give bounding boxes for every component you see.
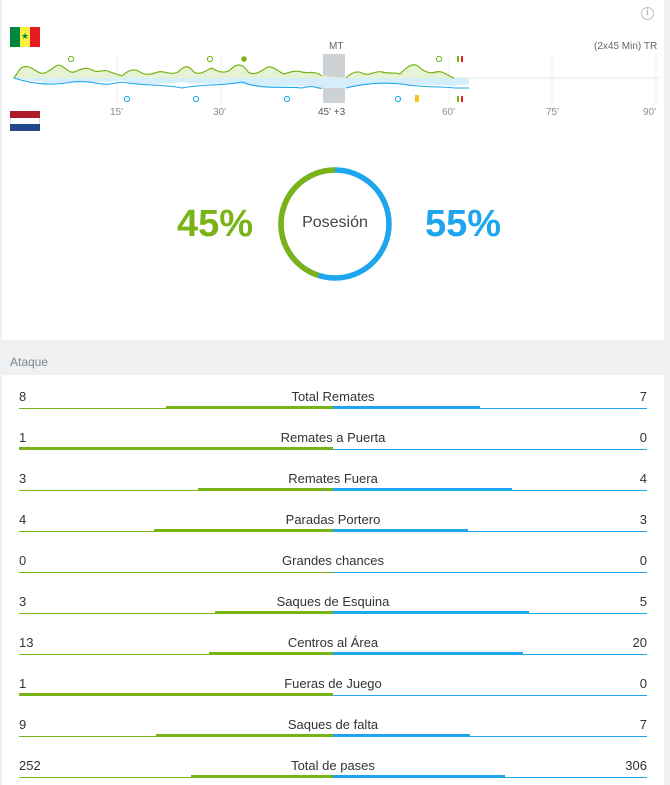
stat-away-bar bbox=[333, 529, 468, 532]
stat-home-bar bbox=[198, 488, 333, 491]
away-shot-marker bbox=[394, 95, 402, 103]
momentum-timeline bbox=[12, 54, 660, 104]
stat-row: 3 Remates Fuera 4 bbox=[2, 457, 664, 498]
stat-away-bar bbox=[333, 406, 480, 409]
home-shot-marker bbox=[206, 55, 214, 63]
stat-away-value: 7 bbox=[639, 389, 647, 404]
away-possession-value: 55% bbox=[425, 203, 502, 245]
stat-label: Remates a Puerta bbox=[280, 430, 386, 445]
senegal-flag-icon: ★ bbox=[10, 27, 40, 47]
stat-away-bar bbox=[333, 652, 523, 655]
tick-90: 90' bbox=[643, 107, 657, 118]
possession-donut-chart bbox=[278, 167, 392, 281]
stat-home-value: 0 bbox=[19, 553, 27, 568]
stat-away-value: 5 bbox=[639, 594, 647, 609]
stat-row: 1 Fueras de Juego 0 bbox=[2, 662, 664, 703]
stat-away-value: 0 bbox=[639, 430, 647, 445]
yellow-card-icon bbox=[415, 95, 419, 102]
stat-away-value: 0 bbox=[639, 553, 647, 568]
stat-row: 252 Total de pases 306 bbox=[2, 744, 664, 785]
stat-home-baseline bbox=[19, 490, 333, 491]
stat-home-bar bbox=[19, 447, 333, 450]
stat-home-bar bbox=[215, 611, 333, 614]
home-shot-marker bbox=[435, 55, 443, 63]
stat-away-value: 4 bbox=[639, 471, 647, 486]
stat-label: Saques de Esquina bbox=[276, 594, 390, 609]
stat-row: 4 Paradas Portero 3 bbox=[2, 498, 664, 539]
stat-label: Centros al Área bbox=[287, 635, 379, 650]
format-label: (2x45 Min) TR bbox=[594, 41, 658, 52]
stat-away-baseline bbox=[333, 695, 647, 696]
match-summary-card: i ★ MT (2x45 Min) TR bbox=[2, 0, 664, 340]
stat-home-value: 4 bbox=[19, 512, 27, 527]
home-possession-value: 45% bbox=[177, 203, 254, 245]
stat-away-bar bbox=[333, 611, 529, 614]
home-shot-marker bbox=[67, 55, 75, 63]
stat-row: 9 Saques de falta 7 bbox=[2, 703, 664, 744]
stat-home-baseline bbox=[19, 777, 333, 778]
stat-row: 0 Grandes chances 0 bbox=[2, 539, 664, 580]
stat-home-value: 1 bbox=[19, 430, 27, 445]
stat-row: 3 Saques de Esquina 5 bbox=[2, 580, 664, 621]
stat-label: Grandes chances bbox=[282, 553, 384, 568]
stat-label: Remates Fuera bbox=[288, 471, 378, 486]
tick-75: 75' bbox=[546, 107, 560, 118]
stat-away-baseline bbox=[333, 736, 647, 737]
home-shot-on-target-marker bbox=[241, 56, 247, 62]
tick-30: 30' bbox=[213, 107, 227, 118]
tick-60: 60' bbox=[442, 107, 456, 118]
home-substitution-icon bbox=[457, 56, 463, 62]
stat-home-value: 1 bbox=[19, 676, 27, 691]
stat-away-value: 3 bbox=[639, 512, 647, 527]
section-title-ataque: Ataque bbox=[10, 355, 49, 369]
stat-away-baseline bbox=[333, 531, 647, 532]
stat-home-value: 9 bbox=[19, 717, 27, 732]
stat-home-bar bbox=[166, 406, 333, 409]
stat-label: Saques de falta bbox=[287, 717, 379, 732]
away-shot-marker bbox=[192, 95, 200, 103]
stats-list: 8 Total Remates 7 1 Remates a Puerta 0 3 Remate… bbox=[2, 375, 664, 785]
possession-widget: 45% Posesión 55% bbox=[2, 165, 664, 285]
stat-home-bar bbox=[19, 693, 333, 696]
stat-away-bar bbox=[333, 775, 505, 778]
stat-home-bar bbox=[156, 734, 333, 737]
stat-row: 8 Total Remates 7 bbox=[2, 375, 664, 416]
stat-home-value: 3 bbox=[19, 594, 27, 609]
stat-away-bar bbox=[333, 734, 470, 737]
stat-away-value: 7 bbox=[639, 717, 647, 732]
stat-home-value: 13 bbox=[19, 635, 34, 650]
stat-label: Total Remates bbox=[291, 389, 375, 404]
stat-home-baseline bbox=[19, 613, 333, 614]
halftime-label: MT bbox=[329, 41, 344, 52]
stat-row: 13 Centros al Área 20 bbox=[2, 621, 664, 662]
info-icon[interactable]: i bbox=[641, 7, 654, 20]
stat-home-baseline bbox=[19, 654, 333, 655]
away-shot-marker bbox=[283, 95, 291, 103]
stat-away-value: 0 bbox=[639, 676, 647, 691]
netherlands-flag-icon bbox=[10, 111, 40, 132]
stat-away-value: 306 bbox=[625, 758, 647, 773]
stat-away-baseline bbox=[333, 572, 647, 573]
stat-away-baseline bbox=[333, 408, 647, 409]
stat-home-value: 252 bbox=[19, 758, 41, 773]
tick-15: 15' bbox=[110, 107, 124, 118]
stat-home-baseline bbox=[19, 572, 333, 573]
stat-away-baseline bbox=[333, 449, 647, 450]
stat-home-value: 3 bbox=[19, 471, 27, 486]
stat-home-bar bbox=[191, 775, 333, 778]
stat-home-value: 8 bbox=[19, 389, 27, 404]
home-possession-arc bbox=[278, 167, 392, 281]
away-shot-marker bbox=[123, 95, 131, 103]
stat-label: Fueras de Juego bbox=[284, 676, 382, 691]
stat-row: 1 Remates a Puerta 0 bbox=[2, 416, 664, 457]
away-substitution-icon bbox=[457, 96, 463, 102]
stat-away-value: 20 bbox=[632, 635, 647, 650]
stat-home-bar bbox=[209, 652, 333, 655]
stat-home-bar bbox=[154, 529, 333, 532]
stat-away-bar bbox=[333, 488, 512, 491]
stat-label: Paradas Portero bbox=[285, 512, 381, 527]
possession-title: Posesión bbox=[302, 214, 368, 231]
tick-45-plus: 45' +3 bbox=[318, 107, 346, 118]
stat-label: Total de pases bbox=[291, 758, 375, 773]
